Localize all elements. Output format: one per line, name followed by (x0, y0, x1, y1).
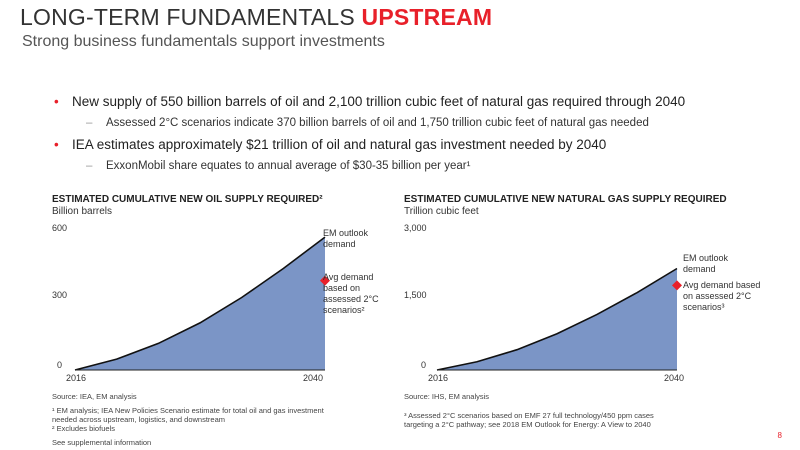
gas-avg-demand-marker (672, 280, 682, 291)
gas-xtick-2016: 2016 (428, 373, 449, 383)
oil-source: Source: IEA, EM analysis (52, 392, 137, 401)
oil-xtick-2016: 2016 (66, 373, 87, 383)
subbullet-2: – ExxonMobil share equates to annual aver… (86, 160, 470, 172)
gas-chart-title: ESTIMATED CUMULATIVE NEW NATURAL GAS SUP… (404, 194, 727, 205)
supplemental-info: See supplemental information (52, 438, 152, 447)
gas-footnote-3: ³ Assessed 2°C scenarios based on EMF 27… (404, 411, 654, 420)
oil-ytick-600: 600 (52, 223, 68, 233)
oil-footnote-2: ² Excludes biofuels (52, 424, 115, 433)
gas-avg-demand-label: Avg demand based on assessed 2°C scenari… (683, 280, 761, 312)
oil-footnote-1: ¹ EM analysis; IEA New Policies Scenario… (52, 406, 324, 415)
title-main: LONG-TERM FUNDAMENTALS (20, 4, 362, 30)
page-subtitle: Strong business fundamentals support inv… (22, 33, 385, 50)
subbullet-1-text: Assessed 2°C scenarios indicate 370 bill… (106, 117, 649, 129)
oil-avg-demand-label: Avg demand based on assessed 2°C scenari… (323, 272, 379, 315)
oil-area-fill (75, 237, 325, 370)
gas-xtick-2040: 2040 (664, 373, 685, 383)
page-number: 8 (777, 431, 782, 440)
gas-series-line (436, 267, 678, 371)
oil-series-line (74, 236, 326, 371)
dash-icon: – (86, 160, 93, 172)
bullet-dot-icon: • (54, 137, 59, 152)
oil-chart-unit: Billion barrels (52, 206, 113, 217)
oil-chart-title: ESTIMATED CUMULATIVE NEW OIL SUPPLY REQU… (52, 194, 323, 205)
gas-em-outlook-label: EM outlook demand (683, 253, 729, 274)
oil-footnote-1b: needed across upstream, logistics, and d… (52, 415, 226, 424)
gas-ytick-1500: 1,500 (404, 290, 427, 300)
bullet-2: • IEA estimates approximately $21 trillio… (54, 137, 606, 152)
gas-area-fill (437, 268, 677, 370)
subbullet-1: – Assessed 2°C scenarios indicate 370 bil… (86, 117, 649, 129)
gas-source: Source: IHS, EM analysis (404, 392, 490, 401)
oil-ytick-300: 300 (52, 290, 68, 300)
dash-icon: – (86, 117, 93, 129)
oil-em-outlook-label: EM outlook demand (323, 228, 369, 249)
bullet-1: • New supply of 550 billion barrels of oi… (54, 94, 685, 109)
subbullet-2-text: ExxonMobil share equates to annual avera… (106, 160, 471, 172)
gas-area-chart (436, 267, 682, 371)
gas-footnote-3b: targeting a 2°C pathway; see 2018 EM Out… (404, 420, 651, 429)
gas-chart-unit: Trillion cubic feet (404, 206, 479, 217)
bullet-dot-icon: • (54, 94, 59, 109)
gas-ytick-3000: 3,000 (404, 223, 427, 233)
oil-avg-demand-marker (320, 275, 330, 286)
oil-xtick-2040: 2040 (303, 373, 324, 383)
bullet-1-text: New supply of 550 billion barrels of oil… (72, 94, 686, 109)
oil-ytick-0: 0 (57, 360, 63, 370)
gas-ytick-0: 0 (421, 360, 427, 370)
bullet-2-text: IEA estimates approximately $21 trillion… (72, 137, 607, 152)
page-title: LONG-TERM FUNDAMENTALS UPSTREAM (20, 4, 492, 31)
title-accent: UPSTREAM (361, 4, 493, 30)
oil-area-chart (74, 236, 330, 371)
